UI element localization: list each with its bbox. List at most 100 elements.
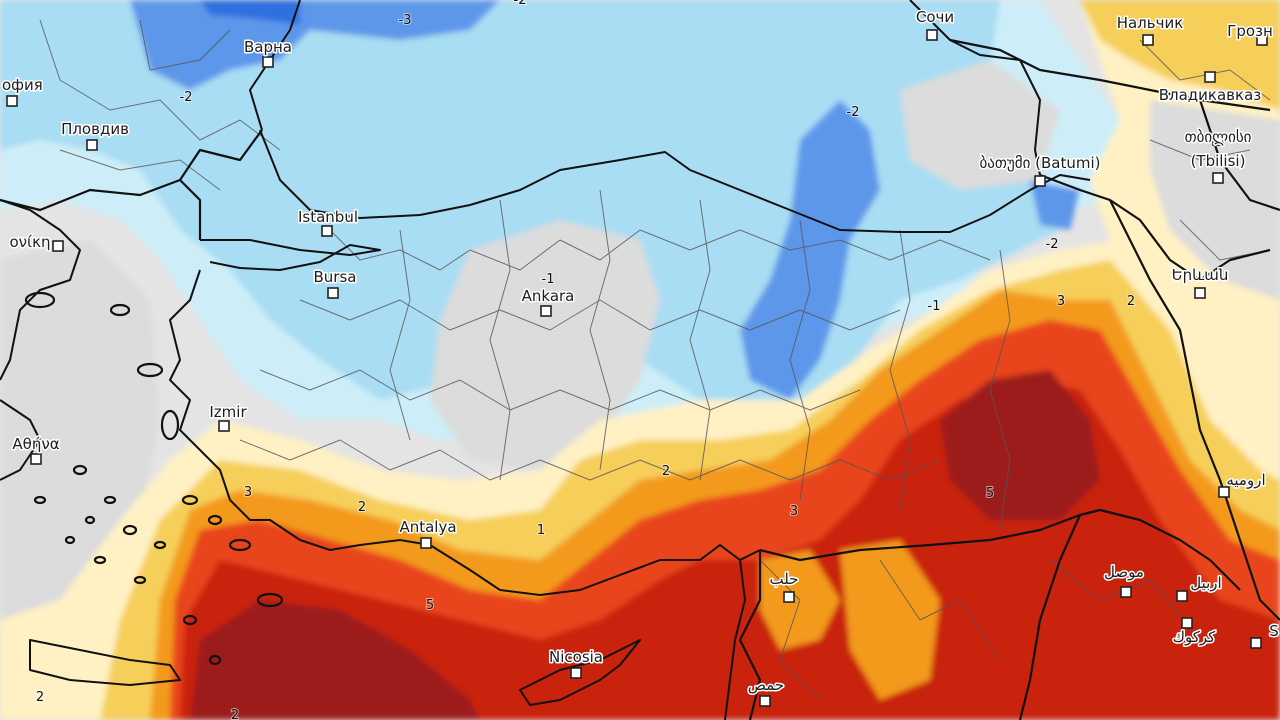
city-label: Сочи bbox=[916, 8, 954, 26]
city-label: موصل bbox=[1104, 563, 1144, 581]
city-label: (Tbilisi) bbox=[1191, 152, 1246, 170]
city-marker-icon bbox=[1204, 71, 1216, 83]
city-marker-icon bbox=[1176, 590, 1188, 602]
city-tbilisi_ka: თბილისი bbox=[1183, 127, 1253, 148]
city-marker-icon bbox=[1181, 617, 1193, 629]
city-urmia: ارومیه bbox=[1218, 470, 1267, 498]
aegean-islands bbox=[24, 291, 284, 666]
city-bursa: Bursa bbox=[312, 267, 358, 299]
city-marker-icon bbox=[30, 453, 42, 465]
city-label: اربيل bbox=[1190, 574, 1221, 592]
city-athina: Αθήνα bbox=[11, 434, 61, 465]
city-label: Izmir bbox=[209, 403, 247, 421]
city-label: Грозн bbox=[1227, 22, 1273, 40]
city-marker-icon bbox=[327, 287, 339, 299]
city-tbilisi: (Tbilisi) bbox=[1189, 151, 1247, 184]
anomaly-zone-plus-2-caucasus bbox=[1080, 0, 1280, 110]
city-marker-icon bbox=[321, 225, 333, 237]
city-s_edge: S bbox=[1250, 621, 1280, 649]
city-izmir: Izmir bbox=[208, 402, 249, 432]
city-label: كركوك bbox=[1173, 628, 1217, 646]
city-marker-icon bbox=[1034, 175, 1046, 187]
coastlines bbox=[0, 0, 1091, 720]
contour-value-label: -1 bbox=[928, 299, 941, 314]
city-label: Нальчик bbox=[1117, 14, 1184, 32]
city-antalya: Antalya bbox=[398, 517, 458, 549]
contour-value-label: -2 bbox=[847, 105, 860, 120]
city-sochi: Сочи bbox=[914, 7, 956, 41]
city-vladikavkaz: Владикавказ bbox=[1157, 71, 1263, 106]
city-label: Αθήνα bbox=[12, 435, 59, 453]
city-label: ბათუმი (Batumi) bbox=[980, 154, 1101, 172]
contour-value-label: 2 bbox=[1127, 294, 1135, 309]
city-label: ονίκη bbox=[10, 233, 51, 251]
city-marker-icon bbox=[1250, 637, 1262, 649]
city-label: ارومیه bbox=[1226, 471, 1265, 489]
contour-value-label: -2 bbox=[514, 0, 527, 8]
city-sofia: офия bbox=[1, 75, 44, 107]
city-marker-icon bbox=[1218, 486, 1230, 498]
contour-value-label: -3 bbox=[399, 13, 412, 28]
city-marker-icon bbox=[540, 305, 552, 317]
anomaly-zone-plus-3-iraq bbox=[840, 540, 940, 700]
city-marker-icon bbox=[759, 695, 771, 707]
city-yerevan: Երևան bbox=[1170, 265, 1230, 299]
contour-value-label: 2 bbox=[358, 500, 366, 515]
anomaly-zone-minus-3 bbox=[200, 0, 300, 25]
anomaly-zone-plus-6-east bbox=[940, 370, 1100, 520]
city-plovdiv: Пловдив bbox=[60, 119, 130, 151]
anomaly-zone-plus-6-sea bbox=[190, 600, 480, 720]
city-marker-icon bbox=[1256, 34, 1268, 46]
city-label: حلب bbox=[770, 570, 799, 588]
contour-value-label: 2 bbox=[36, 690, 44, 705]
city-nalchik: Нальчик bbox=[1115, 13, 1185, 46]
city-kirkuk: كركوك bbox=[1171, 617, 1218, 648]
contour-value-label: 3 bbox=[244, 485, 252, 500]
city-label: Ankara bbox=[522, 287, 575, 305]
city-label: Bursa bbox=[314, 268, 357, 286]
anomaly-zone-minus-2-north bbox=[130, 0, 500, 90]
city-batumi: ბათუმი (Batumi) bbox=[978, 153, 1102, 187]
city-labels: Варна офия Пловдив Istanbul Bursa Ankara Izmir… bbox=[1, 7, 1280, 707]
contour-value-label: 2 bbox=[231, 708, 239, 720]
contour-value-label: -2 bbox=[514, 0, 527, 8]
city-nicosia: Nicosia bbox=[548, 647, 605, 679]
city-label: офия bbox=[2, 76, 43, 94]
anomaly-zone-zero-east bbox=[900, 60, 1060, 190]
city-marker-icon bbox=[262, 56, 274, 68]
city-marker-icon bbox=[218, 420, 230, 432]
city-label: Երևան bbox=[1172, 266, 1229, 284]
city-marker-icon bbox=[783, 591, 795, 603]
contour-value-label: 2 bbox=[662, 464, 670, 479]
city-marker-icon bbox=[52, 240, 64, 252]
city-erbil: اربيل bbox=[1176, 573, 1223, 602]
anomaly-zone-minus-2-batumi bbox=[1030, 180, 1080, 230]
city-grozny: Грозн bbox=[1226, 21, 1274, 46]
city-varna: Варна bbox=[242, 37, 294, 68]
city-marker-icon bbox=[86, 139, 98, 151]
city-homs: حمص bbox=[746, 675, 786, 707]
city-aleppo: حلب bbox=[768, 569, 800, 603]
city-marker-icon bbox=[1142, 34, 1154, 46]
city-marker-icon bbox=[420, 537, 432, 549]
city-marker-icon bbox=[6, 95, 18, 107]
city-label: Владикавказ bbox=[1159, 86, 1262, 104]
contour-value-label: 3 bbox=[1057, 294, 1065, 309]
city-marker-icon bbox=[1212, 172, 1224, 184]
city-label: Варна bbox=[244, 38, 292, 56]
city-label: Istanbul bbox=[298, 208, 358, 226]
contour-value-label: 1 bbox=[537, 523, 545, 538]
contour-value-label: -2 bbox=[180, 90, 193, 105]
city-thessaloniki: ονίκη bbox=[8, 232, 64, 253]
city-marker-icon bbox=[1212, 134, 1224, 146]
city-label: Nicosia bbox=[549, 648, 603, 666]
admin-boundaries bbox=[39, 19, 1271, 701]
country-borders bbox=[0, 38, 1280, 720]
city-marker-icon bbox=[1194, 287, 1206, 299]
city-mosul: موصل bbox=[1103, 562, 1145, 598]
city-label: S bbox=[1269, 622, 1279, 640]
city-label: Antalya bbox=[399, 518, 456, 536]
